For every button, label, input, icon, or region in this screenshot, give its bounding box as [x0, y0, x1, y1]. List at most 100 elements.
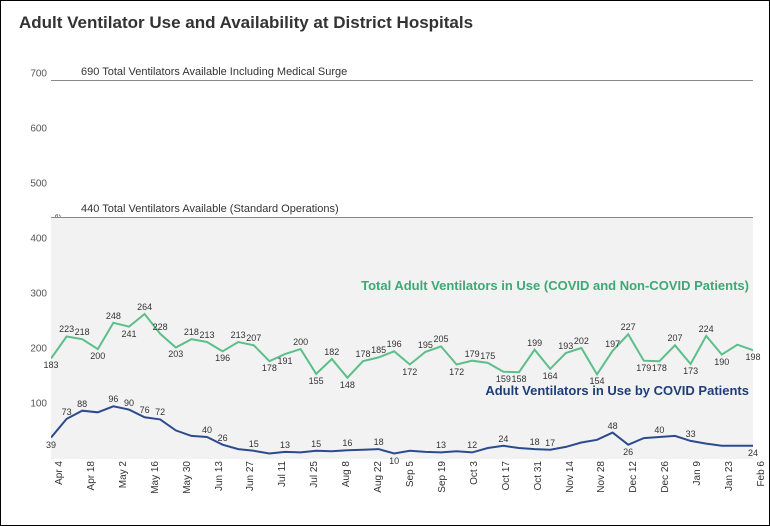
- data-point-label: 202: [574, 336, 589, 346]
- data-point-label: 190: [714, 357, 729, 367]
- data-point-label: 200: [90, 351, 105, 361]
- x-tick-label: Aug 22: [373, 461, 384, 493]
- x-tick-label: Jul 25: [309, 461, 320, 488]
- series-label: Adult Ventilators in Use by COVID Patien…: [485, 383, 749, 398]
- y-tick-label: 200: [30, 344, 51, 355]
- data-point-label: 179: [636, 363, 651, 373]
- data-point-label: 16: [342, 438, 352, 448]
- data-point-label: 12: [467, 440, 477, 450]
- data-point-label: 48: [608, 421, 618, 431]
- data-point-label: 178: [355, 349, 370, 359]
- data-point-label: 224: [699, 324, 714, 334]
- reference-line-label: 440 Total Ventilators Available (Standar…: [81, 203, 339, 215]
- x-tick-label: Dec 26: [660, 461, 671, 493]
- data-point-label: 159: [496, 374, 511, 384]
- data-point-label: 40: [202, 425, 212, 435]
- data-point-label: 40: [654, 425, 664, 435]
- data-point-label: 15: [249, 439, 259, 449]
- data-point-label: 218: [184, 327, 199, 337]
- y-tick-label: 700: [30, 69, 51, 80]
- data-point-label: 72: [155, 407, 165, 417]
- y-tick-label: 300: [30, 289, 51, 300]
- data-point-label: 178: [652, 363, 667, 373]
- data-point-label: 179: [465, 349, 480, 359]
- data-point-label: 164: [543, 371, 558, 381]
- x-tick-label: Sep 5: [405, 461, 416, 487]
- data-point-label: 248: [106, 311, 121, 321]
- data-point-label: 96: [108, 394, 118, 404]
- data-point-label: 88: [77, 399, 87, 409]
- data-point-label: 18: [374, 437, 384, 447]
- x-tick-label: May 2: [118, 461, 129, 488]
- x-tick-label: Oct 17: [501, 461, 512, 490]
- reference-line: [51, 80, 753, 81]
- x-tick-label: May 30: [182, 461, 193, 494]
- data-point-label: 197: [605, 339, 620, 349]
- x-tick-label: May 16: [150, 461, 161, 494]
- data-point-label: 213: [231, 330, 246, 340]
- data-point-label: 148: [340, 380, 355, 390]
- y-tick-label: 600: [30, 124, 51, 135]
- data-point-label: 175: [480, 351, 495, 361]
- data-point-label: 227: [621, 322, 636, 332]
- x-tick-label: Oct 31: [533, 461, 544, 490]
- data-point-label: 26: [218, 433, 228, 443]
- data-point-label: 173: [683, 366, 698, 376]
- x-tick-label: Oct 3: [469, 461, 480, 485]
- data-point-label: 200: [293, 337, 308, 347]
- data-point-label: 191: [277, 356, 292, 366]
- data-point-label: 24: [498, 434, 508, 444]
- x-tick-label: Nov 28: [596, 461, 607, 493]
- data-point-label: 155: [309, 376, 324, 386]
- data-point-label: 154: [589, 376, 604, 386]
- x-tick-label: Jan 23: [724, 461, 735, 491]
- data-point-label: 199: [527, 338, 542, 348]
- data-point-label: 24: [748, 448, 758, 458]
- data-point-label: 207: [667, 333, 682, 343]
- data-point-label: 39: [46, 440, 56, 450]
- x-tick-label: Apr 18: [86, 461, 97, 490]
- data-point-label: 90: [124, 398, 134, 408]
- y-tick-label: 400: [30, 234, 51, 245]
- data-point-label: 13: [280, 440, 290, 450]
- data-point-label: 198: [745, 352, 760, 362]
- data-point-label: 203: [168, 349, 183, 359]
- reference-line-label: 690 Total Ventilators Available Includin…: [81, 66, 347, 78]
- data-point-label: 172: [449, 367, 464, 377]
- data-point-label: 26: [623, 447, 633, 457]
- x-tick-label: Jun 13: [214, 461, 225, 491]
- x-tick-label: Apr 4: [54, 461, 65, 485]
- data-point-label: 182: [324, 347, 339, 357]
- data-point-label: 13: [436, 440, 446, 450]
- data-point-label: 218: [75, 327, 90, 337]
- data-point-label: 264: [137, 302, 152, 312]
- x-tick-label: Aug 8: [341, 461, 352, 487]
- x-axis-ticks: Apr 4 Apr 18 May 2 May 16 May 30 Jun 13 Jun 27…: [51, 461, 753, 521]
- data-point-label: 193: [558, 341, 573, 351]
- data-point-label: 73: [62, 407, 72, 417]
- data-point-label: 172: [402, 367, 417, 377]
- data-point-label: 178: [262, 363, 277, 373]
- x-tick-label: Jul 11: [277, 461, 288, 487]
- data-point-label: 228: [153, 322, 168, 332]
- x-tick-label: Sep 19: [437, 461, 448, 493]
- x-tick-label: Nov 14: [565, 461, 576, 493]
- data-point-label: 183: [43, 360, 58, 370]
- data-point-label: 158: [511, 374, 526, 384]
- x-tick-label: Jun 27: [245, 461, 256, 491]
- y-tick-label: 100: [30, 399, 51, 410]
- chart-plot-area: 100200300400500600700 690 Total Ventilat…: [51, 47, 753, 459]
- data-point-label: 185: [371, 345, 386, 355]
- data-point-label: 76: [140, 405, 150, 415]
- data-point-label: 17: [545, 438, 555, 448]
- chart-title: Adult Ventilator Use and Availability at…: [19, 13, 473, 33]
- x-tick-label: Feb 6: [756, 461, 767, 487]
- data-point-label: 196: [387, 339, 402, 349]
- reference-line: [51, 217, 753, 218]
- data-point-label: 18: [530, 437, 540, 447]
- data-point-label: 205: [433, 334, 448, 344]
- data-point-label: 195: [418, 340, 433, 350]
- x-tick-label: Jan 9: [692, 461, 703, 485]
- data-point-label: 207: [246, 333, 261, 343]
- y-tick-label: 500: [30, 179, 51, 190]
